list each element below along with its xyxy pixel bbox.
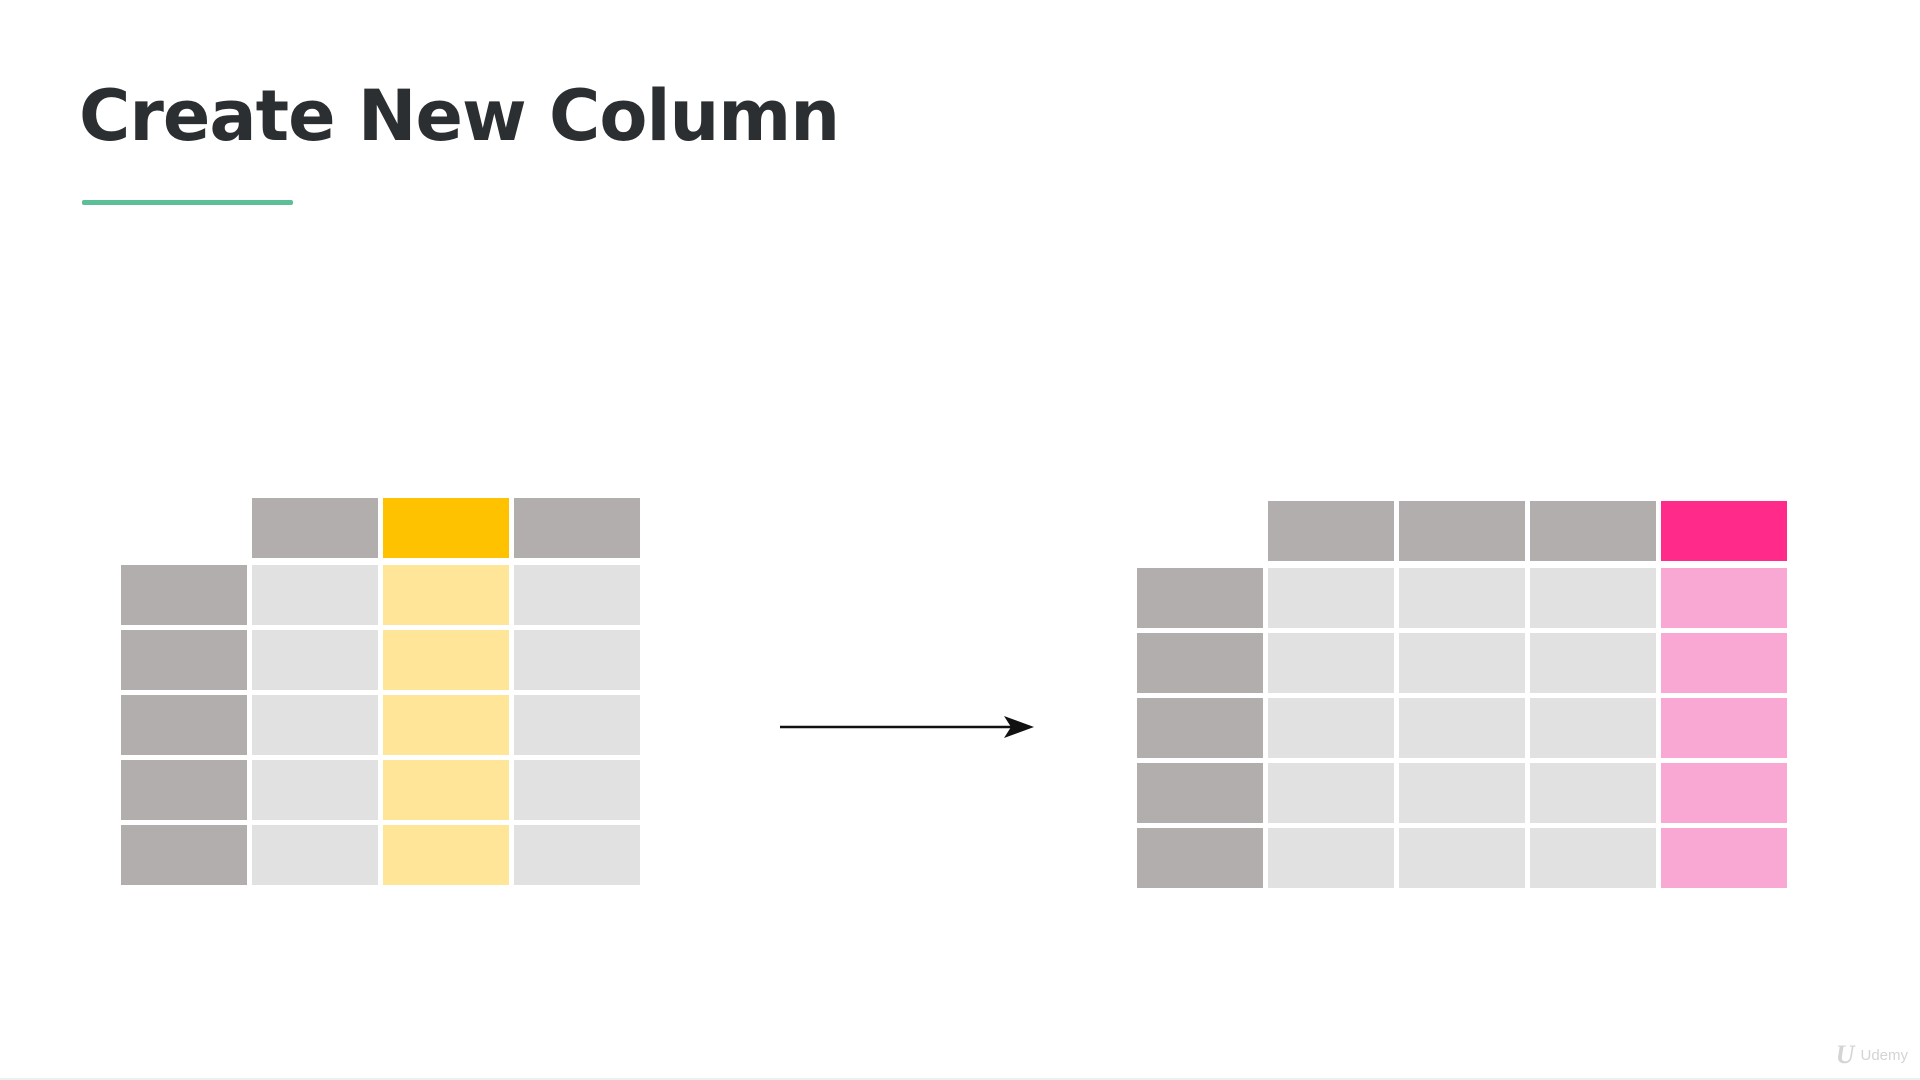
after-data-cell-r5-c1 bbox=[1268, 828, 1394, 888]
before-data-cell-r5-c3 bbox=[514, 825, 640, 885]
after-index-cell-1 bbox=[1137, 568, 1263, 628]
after-data-cell-r3-c3 bbox=[1530, 698, 1656, 758]
after-data-cell-r2-c4 bbox=[1661, 633, 1787, 693]
after-data-cell-r5-c2 bbox=[1399, 828, 1525, 888]
after-data-cell-r1-c1 bbox=[1268, 568, 1394, 628]
before-data-cell-r1-c3 bbox=[514, 565, 640, 625]
transform-arrow-icon bbox=[780, 716, 1034, 738]
before-index-cell-4 bbox=[121, 760, 247, 820]
after-data-cell-r3-c2 bbox=[1399, 698, 1525, 758]
before-data-cell-r4-c3 bbox=[514, 760, 640, 820]
after-data-cell-r2-c1 bbox=[1268, 633, 1394, 693]
after-data-cell-r4-c1 bbox=[1268, 763, 1394, 823]
before-data-cell-r4-c2 bbox=[383, 760, 509, 820]
after-data-cell-r5-c3 bbox=[1530, 828, 1656, 888]
udemy-watermark: U Udemy bbox=[1836, 1042, 1908, 1068]
before-index-cell-5 bbox=[121, 825, 247, 885]
before-index-cell-2 bbox=[121, 630, 247, 690]
before-data-cell-r1-c2 bbox=[383, 565, 509, 625]
before-data-cell-r2-c2 bbox=[383, 630, 509, 690]
before-header-cell-2 bbox=[383, 498, 509, 558]
after-data-cell-r1-c2 bbox=[1399, 568, 1525, 628]
after-data-cell-r5-c4 bbox=[1661, 828, 1787, 888]
after-data-cell-r2-c2 bbox=[1399, 633, 1525, 693]
watermark-text: Udemy bbox=[1860, 1046, 1908, 1064]
after-header-cell-4 bbox=[1661, 501, 1787, 561]
after-index-cell-4 bbox=[1137, 763, 1263, 823]
after-header-cell-2 bbox=[1399, 501, 1525, 561]
before-index-cell-1 bbox=[121, 565, 247, 625]
before-data-cell-r1-c1 bbox=[252, 565, 378, 625]
before-header-cell-1 bbox=[252, 498, 378, 558]
before-data-cell-r2-c3 bbox=[514, 630, 640, 690]
after-data-cell-r3-c4 bbox=[1661, 698, 1787, 758]
before-data-cell-r2-c1 bbox=[252, 630, 378, 690]
before-data-cell-r3-c1 bbox=[252, 695, 378, 755]
after-index-cell-2 bbox=[1137, 633, 1263, 693]
arrow-head bbox=[1004, 716, 1034, 738]
before-data-cell-r5-c1 bbox=[252, 825, 378, 885]
after-index-cell-3 bbox=[1137, 698, 1263, 758]
bottom-strip bbox=[0, 1078, 1920, 1080]
before-header-cell-3 bbox=[514, 498, 640, 558]
after-header-cell-3 bbox=[1530, 501, 1656, 561]
after-data-cell-r4-c2 bbox=[1399, 763, 1525, 823]
before-index-cell-3 bbox=[121, 695, 247, 755]
after-data-cell-r3-c1 bbox=[1268, 698, 1394, 758]
after-data-cell-r1-c4 bbox=[1661, 568, 1787, 628]
after-data-cell-r2-c3 bbox=[1530, 633, 1656, 693]
after-data-cell-r1-c3 bbox=[1530, 568, 1656, 628]
after-data-cell-r4-c4 bbox=[1661, 763, 1787, 823]
before-data-cell-r3-c3 bbox=[514, 695, 640, 755]
udemy-logo-icon: U bbox=[1835, 1040, 1855, 1069]
after-index-cell-5 bbox=[1137, 828, 1263, 888]
after-header-cell-1 bbox=[1268, 501, 1394, 561]
before-data-cell-r3-c2 bbox=[383, 695, 509, 755]
after-data-cell-r4-c3 bbox=[1530, 763, 1656, 823]
slide-title: Create New Column bbox=[79, 75, 840, 157]
before-data-cell-r5-c2 bbox=[383, 825, 509, 885]
before-data-cell-r4-c1 bbox=[252, 760, 378, 820]
title-underline bbox=[82, 200, 293, 205]
